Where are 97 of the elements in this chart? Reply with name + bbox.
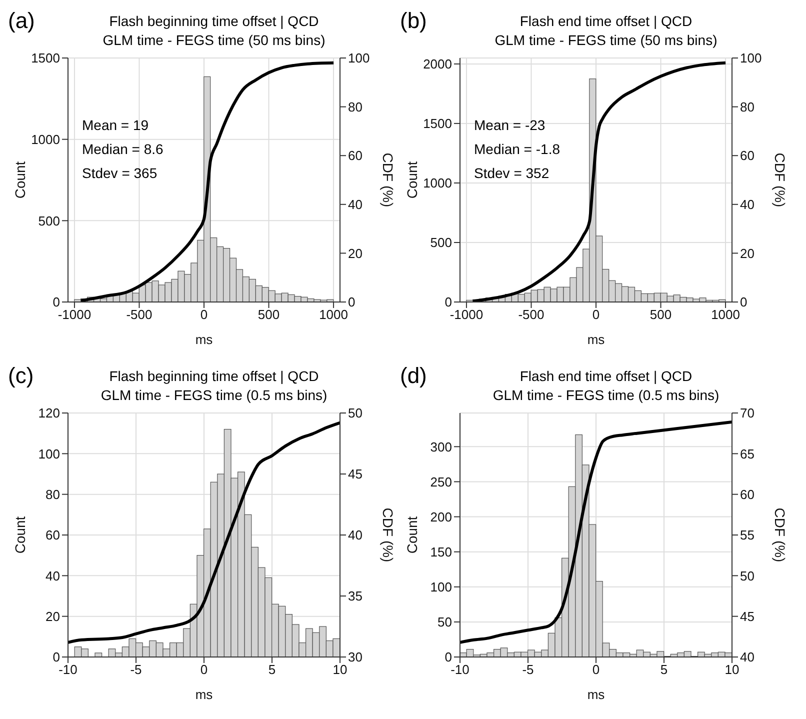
text: (d) [400, 363, 427, 389]
y-tick-label: 50 [438, 614, 452, 630]
y2-tick-label: 70 [740, 406, 754, 421]
y2-axis-title: CDF (%) [772, 508, 788, 562]
y-tick-label: 40 [46, 568, 60, 584]
y2-tick-label: 60 [740, 148, 754, 164]
y2-tick-label: 80 [740, 99, 754, 114]
y2-tick-label: 40 [348, 197, 362, 212]
text: (c) [8, 363, 34, 389]
y-tick-label: 2000 [423, 56, 452, 72]
y2-tick-label: 80 [348, 99, 362, 114]
x-tick-label: 10 [724, 662, 740, 678]
y2-tick-label: 50 [348, 406, 362, 421]
x-tick-label: -500 [518, 307, 544, 322]
y-tick-label: 0 [52, 650, 60, 665]
x-tick-label: -1000 [58, 307, 92, 322]
y2-tick-label: 50 [740, 568, 754, 584]
y-tick-label: 0 [444, 294, 452, 310]
x-tick-label: 0 [200, 307, 208, 322]
y-tick-label: 1000 [31, 132, 60, 147]
x-tick-label: 0 [592, 662, 600, 678]
y2-tick-label: 100 [348, 50, 370, 66]
y-tick-label: 1000 [423, 176, 452, 191]
x-tick-label: 10 [332, 662, 348, 678]
x-tick-label: 500 [650, 307, 672, 322]
x-tick-label: -500 [126, 307, 152, 322]
y-tick-label: 20 [46, 608, 60, 624]
text: (a) [8, 8, 35, 34]
annotation: Stdev = 365 [82, 164, 158, 183]
y2-tick-label: 20 [740, 246, 754, 261]
chart-subtitle: GLM time - FEGS time (0.5 ms bins) [492, 386, 720, 405]
y2-tick-label: 0 [348, 294, 356, 310]
y-tick-label: 250 [430, 474, 452, 490]
annotation: Mean = 19 [82, 116, 150, 135]
y-tick-label: 300 [430, 439, 452, 454]
y-tick-label: 120 [38, 406, 60, 421]
x-tick-label: -1000 [450, 307, 484, 322]
y-tick-label: 200 [430, 509, 452, 524]
x-tick-label: 5 [660, 662, 668, 678]
x-tick-label: -5 [522, 662, 534, 678]
y-axis-title: Count [404, 161, 420, 199]
y2-tick-label: 30 [348, 650, 362, 665]
y2-tick-label: 60 [348, 148, 362, 164]
y-tick-label: 150 [430, 544, 452, 560]
y2-tick-label: 40 [348, 528, 362, 543]
y-axis-title: Count [12, 161, 28, 199]
y-tick-label: 100 [38, 446, 60, 462]
y2-tick-label: 65 [740, 446, 754, 462]
x-tick-label: -10 [58, 662, 78, 678]
y-tick-label: 500 [38, 213, 60, 228]
y-tick-label: 1500 [423, 116, 452, 132]
y-tick-label: 80 [46, 486, 60, 502]
y-tick-label: 60 [46, 528, 60, 543]
x-tick-label: 5 [268, 662, 276, 678]
x-axis-title: ms [195, 687, 214, 702]
annotation: Mean = -23 [474, 116, 546, 135]
chart-subtitle: GLM time - FEGS time (50 ms bins) [494, 31, 718, 50]
y2-tick-label: 35 [348, 588, 362, 604]
y2-tick-label: 45 [348, 466, 362, 482]
x-tick-label: 500 [258, 307, 280, 322]
y2-tick-label: 40 [740, 650, 754, 665]
y-tick-label: 1500 [31, 50, 60, 66]
y-axis-title: Count [404, 516, 420, 554]
y2-tick-label: 60 [740, 486, 754, 502]
y2-tick-label: 0 [740, 294, 748, 310]
chart-title: Flash beginning time offset | QCD [108, 367, 320, 386]
x-axis-title: ms [195, 332, 214, 347]
chart-subtitle: GLM time - FEGS time (0.5 ms bins) [100, 386, 328, 405]
annotation: Median = -1.8 [474, 140, 560, 159]
text: (b) [400, 8, 427, 34]
y-tick-label: 100 [430, 580, 452, 594]
y2-tick-label: 40 [740, 197, 754, 212]
x-tick-label: 1000 [711, 307, 740, 322]
chart-title: Flash end time offset | QCD [518, 367, 694, 386]
y2-axis-title: CDF (%) [380, 152, 396, 208]
y2-tick-label: 55 [740, 528, 754, 543]
annotation: Stdev = 352 [474, 164, 550, 183]
x-axis-title: ms [587, 332, 606, 347]
y2-axis-title: CDF (%) [380, 508, 396, 562]
y2-tick-label: 20 [348, 246, 362, 261]
y2-tick-label: 100 [740, 50, 762, 66]
chart-subtitle: GLM time - FEGS time (50 ms bins) [102, 31, 326, 50]
x-tick-label: 0 [200, 662, 208, 678]
y-tick-label: 500 [430, 235, 452, 250]
x-tick-label: 0 [592, 307, 600, 322]
y-tick-label: 0 [52, 294, 60, 310]
chart-title: Flash end time offset | QCD [518, 12, 694, 31]
chart-title: Flash beginning time offset | QCD [108, 12, 320, 31]
y-tick-label: 0 [444, 650, 452, 665]
x-tick-label: -5 [130, 662, 142, 678]
x-tick-label: -10 [450, 662, 470, 678]
x-axis-title: ms [587, 687, 606, 702]
x-tick-label: 1000 [319, 307, 348, 322]
y-axis-title: Count [12, 516, 28, 554]
annotation: Median = 8.6 [82, 140, 164, 159]
y2-tick-label: 45 [740, 608, 754, 624]
y2-axis-title: CDF (%) [772, 152, 788, 208]
